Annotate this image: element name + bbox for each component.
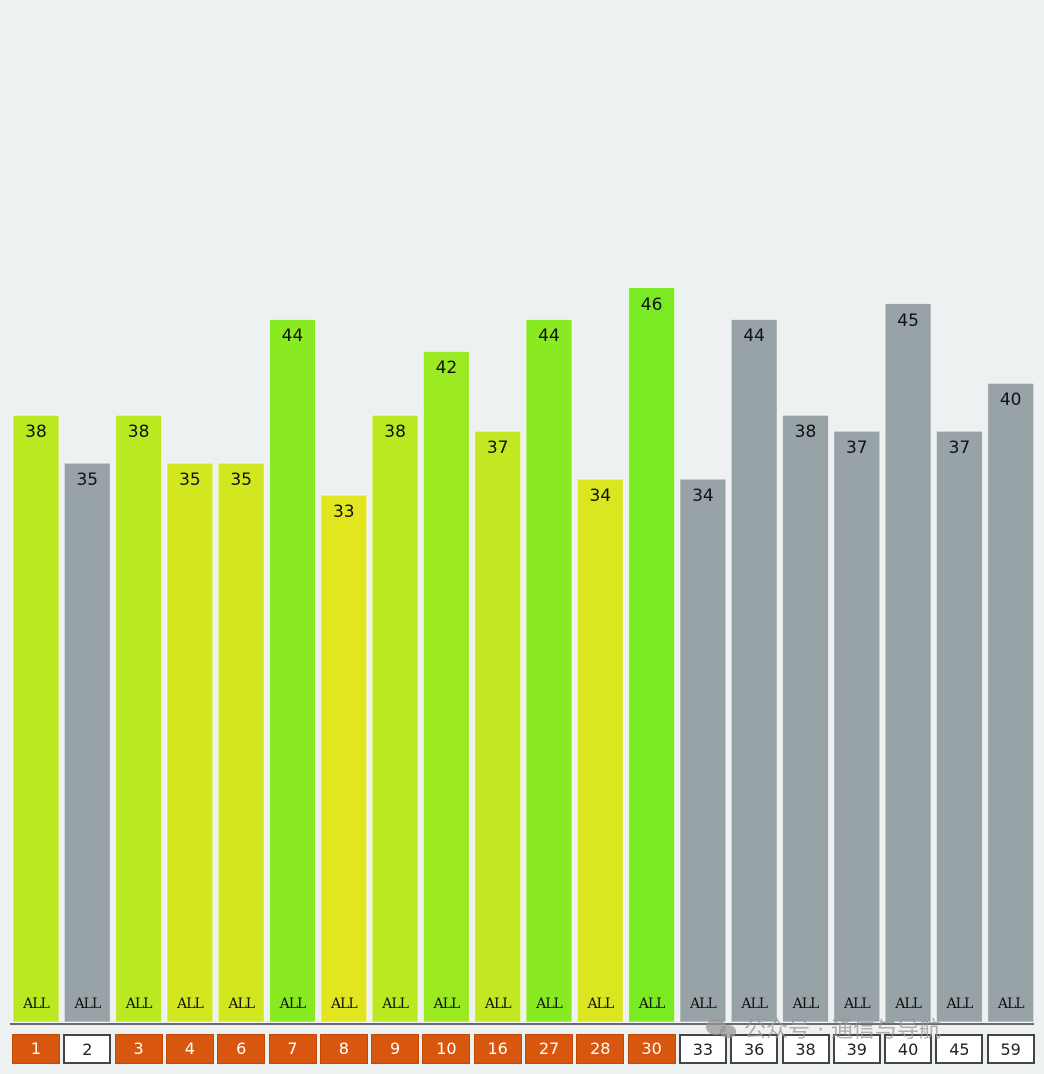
baseline <box>10 1023 1034 1025</box>
bar-value-label: 33 <box>332 502 355 523</box>
bar-value-label: 35 <box>179 470 201 491</box>
channel-box-6: 6 <box>217 1034 266 1064</box>
bar-channel-28 <box>576 478 624 1023</box>
bar-all-label: ALL <box>638 996 666 1012</box>
channel-box-33: 33 <box>678 1034 727 1064</box>
bar-channel-59 <box>987 382 1035 1023</box>
bar-all-label: ALL <box>792 996 820 1012</box>
bar-channel-38 <box>782 414 829 1023</box>
bar-value-label: 38 <box>127 422 150 443</box>
channel-box-36: 36 <box>730 1034 779 1064</box>
bar-channel-2 <box>63 462 111 1023</box>
bar-channel-6 <box>217 462 265 1023</box>
bar-all-label: ALL <box>484 996 512 1012</box>
bar-all-label: ALL <box>843 996 871 1012</box>
bar-value-label: 37 <box>845 438 868 459</box>
channel-box-30: 30 <box>627 1034 676 1064</box>
channel-box-1: 1 <box>12 1034 60 1064</box>
channel-box-59: 59 <box>986 1034 1035 1064</box>
bar-channel-33 <box>679 478 727 1023</box>
channel-box-7: 7 <box>268 1034 317 1064</box>
bar-value-label: 40 <box>999 390 1022 411</box>
bar-channel-36 <box>730 318 778 1023</box>
channel-box-28: 28 <box>576 1034 625 1064</box>
bar-all-label: ALL <box>997 996 1025 1012</box>
bar-channel-27 <box>525 318 573 1023</box>
bar-value-label: 38 <box>794 422 817 443</box>
channel-box-2: 2 <box>63 1034 112 1064</box>
bar-channel-7 <box>269 318 316 1023</box>
bar-all-label: ALL <box>382 996 409 1012</box>
bar-channel-30 <box>628 287 676 1023</box>
channel-box-16: 16 <box>473 1034 522 1064</box>
bar-channel-45 <box>935 430 983 1023</box>
bar-value-label: 35 <box>76 470 99 491</box>
bar-all-label: ALL <box>23 996 50 1012</box>
bar-value-label: 34 <box>692 486 714 507</box>
channel-box-3: 3 <box>114 1034 163 1064</box>
bar-value-label: 44 <box>743 326 765 347</box>
bar-all-label: ALL <box>946 996 974 1012</box>
bar-value-label: 34 <box>589 486 612 507</box>
channel-box-39: 39 <box>832 1034 881 1064</box>
bar-channel-8 <box>320 494 368 1023</box>
bar-value-label: 38 <box>25 422 47 443</box>
bar-channel-40 <box>884 303 932 1023</box>
channel-box-27: 27 <box>525 1034 573 1064</box>
bar-value-label: 37 <box>486 438 509 459</box>
bar-channel-16 <box>474 430 522 1023</box>
channel-box-9: 9 <box>371 1034 420 1064</box>
bar-all-label: ALL <box>587 996 614 1012</box>
bar-value-label: 44 <box>281 326 304 347</box>
bar-all-label: ALL <box>74 996 101 1012</box>
channel-box-40: 40 <box>884 1034 933 1064</box>
channel-box-38: 38 <box>781 1034 830 1064</box>
channel-box-8: 8 <box>319 1034 368 1064</box>
bar-all-label: ALL <box>433 996 461 1012</box>
bar-channel-10 <box>422 350 470 1023</box>
bar-channel-4 <box>166 462 214 1023</box>
bar-all-label: ALL <box>279 996 307 1012</box>
bar-value-label: 42 <box>435 358 458 379</box>
bar-channel-9 <box>371 414 419 1023</box>
channel-box-10: 10 <box>422 1034 471 1064</box>
bar-all-label: ALL <box>690 996 717 1012</box>
bar-all-label: ALL <box>125 996 153 1012</box>
channel-box-45: 45 <box>935 1034 984 1064</box>
bar-channel-3 <box>115 414 163 1023</box>
bar-all-label: ALL <box>330 996 358 1012</box>
bar-channel-1 <box>12 414 60 1023</box>
bar-all-label: ALL <box>741 996 768 1012</box>
bar-value-label: 35 <box>230 470 252 491</box>
bar-channel-39 <box>833 430 881 1023</box>
bar-all-label: ALL <box>536 996 563 1012</box>
bar-value-label: 37 <box>948 438 971 459</box>
channel-box-4: 4 <box>165 1034 214 1064</box>
bar-all-label: ALL <box>177 996 204 1012</box>
bar-all-label: ALL <box>895 996 922 1012</box>
bar-value-label: 44 <box>538 326 560 347</box>
bar-all-label: ALL <box>228 996 255 1012</box>
bar-value-label: 45 <box>897 310 919 331</box>
bar-value-label: 46 <box>640 294 663 315</box>
bar-value-label: 38 <box>384 422 406 443</box>
